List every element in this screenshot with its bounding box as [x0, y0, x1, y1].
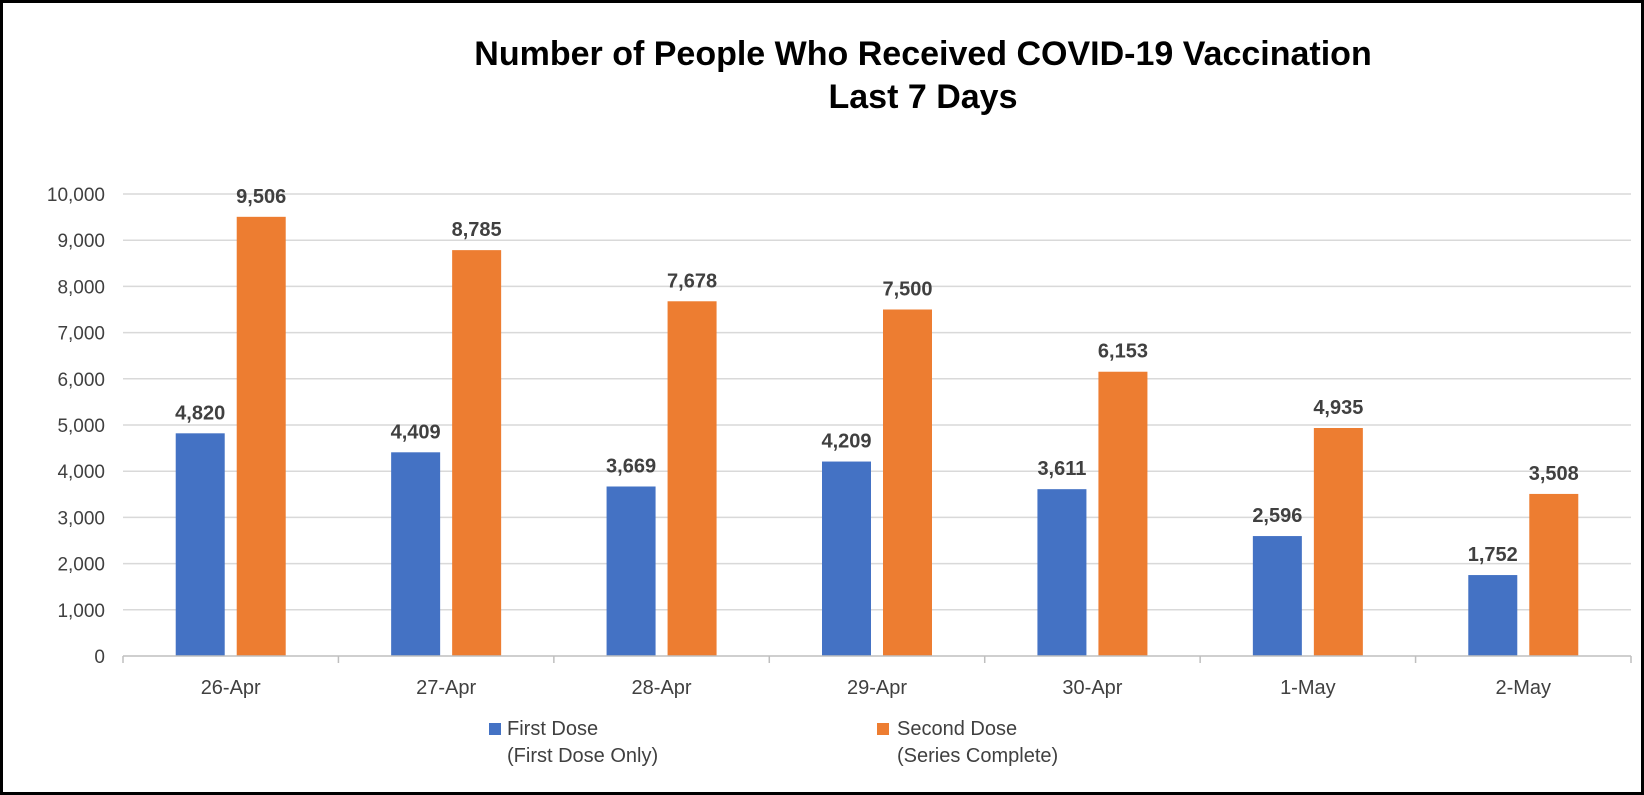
x-tick-label: 29-Apr: [847, 677, 907, 699]
chart-title-line-1: Number of People Who Received COVID-19 V…: [474, 35, 1371, 73]
legend-swatch-second-dose: [877, 723, 889, 735]
bar-chart: Number of People Who Received COVID-19 V…: [47, 35, 1632, 767]
data-label: 7,678: [667, 270, 717, 292]
x-tick-label: 1-May: [1280, 677, 1336, 699]
legend-label-first-dose-line-2: (First Dose Only): [507, 745, 658, 767]
data-label: 3,611: [1037, 458, 1086, 480]
x-axis: 26-Apr 27-Apr 28-Apr 29-Apr 30-Apr 1-May 2-May: [122, 655, 1632, 699]
bar-first-dose: [391, 452, 441, 656]
bar-first-dose: [606, 486, 656, 656]
y-tick-label: 6,000: [57, 370, 105, 391]
bar-second-dose: [667, 301, 717, 656]
bar-second-dose: [1098, 371, 1148, 656]
chart-title-line-2: Last 7 Days: [829, 78, 1018, 116]
y-axis: 0 1,000 2,000 3,000 4,000 5,000 6,000 7,000 8,00…: [47, 185, 105, 668]
bar-first-dose: [175, 433, 225, 656]
x-tick-label: 27-Apr: [416, 677, 476, 699]
data-label: 2,596: [1252, 505, 1302, 527]
x-tick-label: 26-Apr: [201, 677, 261, 699]
bar-second-dose: [883, 309, 932, 656]
legend-swatch-first-dose: [489, 723, 501, 735]
y-tick-label: 9,000: [57, 231, 105, 252]
x-tick-label: 28-Apr: [632, 677, 692, 699]
y-tick-label: 3,000: [57, 508, 105, 529]
legend-item-first-dose: First Dose (First Dose Only): [489, 718, 658, 767]
bars: [175, 216, 1579, 656]
y-tick-label: 10,000: [47, 185, 105, 206]
bar-first-dose: [1037, 489, 1087, 656]
data-label: 3,669: [606, 455, 656, 477]
y-tick-label: 8,000: [57, 277, 105, 298]
data-label: 9,506: [236, 186, 286, 208]
data-label: 4,935: [1313, 397, 1363, 419]
bar-second-dose: [1313, 428, 1363, 656]
legend-label-first-dose-line-1: First Dose: [507, 718, 598, 740]
y-tick-label: 7,000: [57, 324, 105, 345]
bar-first-dose: [1468, 575, 1518, 656]
gridlines: [123, 193, 1631, 611]
data-label: 1,752: [1468, 544, 1518, 566]
data-label: 4,820: [175, 402, 225, 424]
y-tick-label: 5,000: [57, 416, 105, 437]
chart-title: Number of People Who Received COVID-19 V…: [474, 35, 1371, 116]
data-labels: 4,820 9,506 4,409 8,785 3,669 7,678 4,209 7,500…: [175, 186, 1579, 566]
x-tick-label: 2-May: [1495, 677, 1551, 699]
y-tick-label: 0: [94, 647, 105, 668]
legend-label-second-dose-line-2: (Series Complete): [897, 745, 1058, 767]
legend-item-second-dose: Second Dose (Series Complete): [877, 718, 1058, 767]
y-tick-label: 2,000: [57, 555, 105, 576]
data-label: 7,500: [882, 279, 932, 301]
bar-first-dose: [1252, 536, 1302, 656]
legend-label-second-dose-line-1: Second Dose: [897, 718, 1017, 740]
legend: First Dose (First Dose Only) Second Dose…: [489, 718, 1058, 767]
data-label: 4,409: [391, 421, 441, 443]
bar-second-dose: [452, 250, 502, 656]
y-tick-label: 1,000: [57, 601, 105, 622]
data-label: 3,508: [1529, 463, 1579, 485]
bar-second-dose: [1529, 493, 1579, 656]
data-label: 4,209: [821, 431, 871, 453]
x-tick-label: 30-Apr: [1062, 677, 1122, 699]
y-tick-label: 4,000: [57, 462, 105, 483]
data-label: 8,785: [452, 219, 502, 241]
data-label: 6,153: [1098, 341, 1148, 363]
bar-first-dose: [822, 461, 871, 656]
bar-second-dose: [236, 216, 286, 656]
